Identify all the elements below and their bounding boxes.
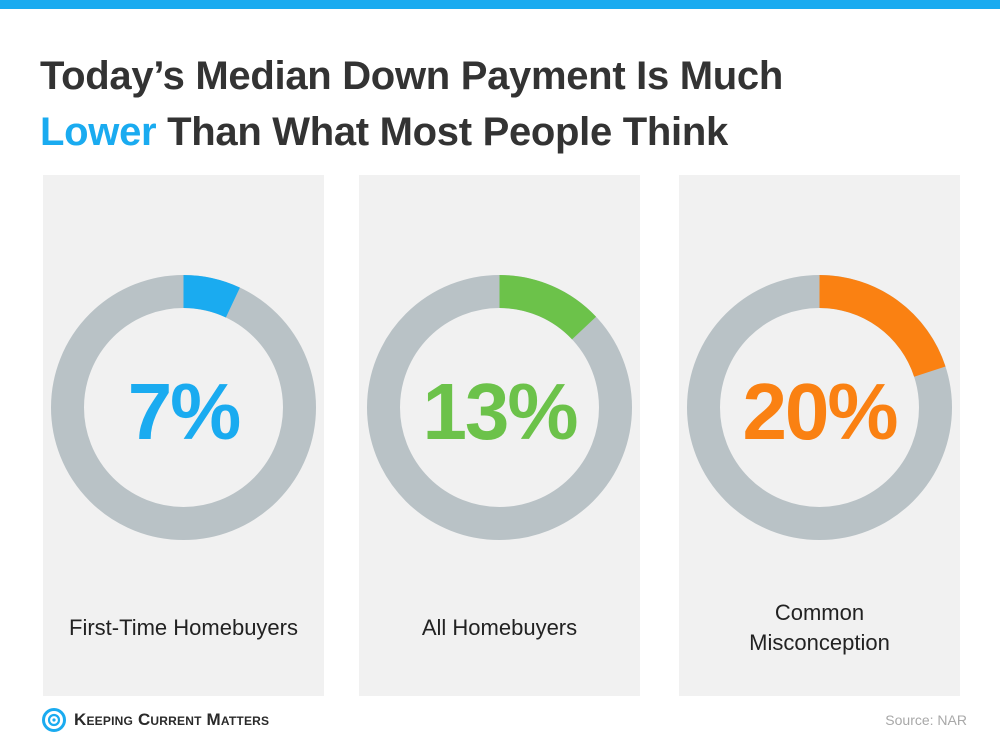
keeping-current-matters-logo: Keeping Current Matters: [42, 708, 269, 732]
title-highlight: Lower: [40, 110, 157, 154]
donut-segment-all: [498, 275, 597, 340]
panel-first-time-homebuyers: 7% First-Time Homebuyers: [43, 175, 324, 696]
kcm-logo-icon: [42, 708, 66, 732]
donut-segment-misconception: [819, 275, 946, 378]
label-first-time-homebuyers: First-Time Homebuyers: [69, 614, 298, 640]
title-rest: Than What Most People Think: [156, 110, 728, 154]
donut-value-all: 13%: [422, 367, 578, 456]
label-common-misconception: Common Misconception: [749, 599, 890, 655]
donut-chart-misconception: [687, 275, 952, 540]
title-line-1: Today’s Median Down Payment Is Much: [40, 54, 783, 98]
page-title: Today’s Median Down Payment Is Much Lowe…: [40, 48, 783, 160]
donut-value-misconception: 20%: [742, 367, 898, 456]
donut-value-first-time: 7%: [127, 367, 242, 456]
donut-chart-first-time: [51, 275, 316, 540]
logo-text: Keeping Current Matters: [74, 710, 270, 729]
top-accent-bar: [0, 0, 1000, 9]
donut-chart-all: [367, 275, 632, 540]
panel-all-homebuyers: 13% All Homebuyers: [359, 175, 640, 696]
donut-segment-first-time: [182, 275, 240, 318]
source-note: Source: NAR: [885, 712, 967, 728]
panel-common-misconception: 20% Common Misconception: [679, 175, 960, 696]
label-all-homebuyers: All Homebuyers: [421, 614, 578, 640]
